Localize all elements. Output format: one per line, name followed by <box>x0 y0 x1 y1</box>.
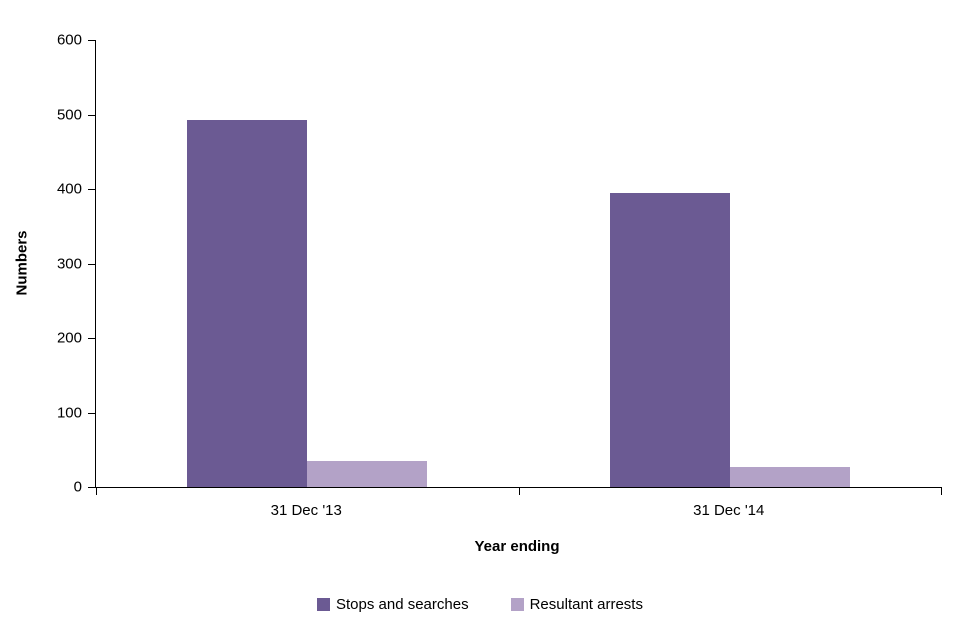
legend-item: Stops and searches <box>317 596 469 613</box>
y-tick-mark <box>88 263 96 265</box>
legend-label: Stops and searches <box>336 596 469 613</box>
chart-legend: Stops and searches Resultant arrests <box>0 596 960 613</box>
y-tick-mark <box>88 338 96 339</box>
legend-label: Resultant arrests <box>529 596 643 613</box>
x-category-label: 31 Dec '13 <box>270 502 342 519</box>
y-tick-label: 600 <box>56 31 82 49</box>
y-tick-mark <box>88 487 96 488</box>
y-tick-label: 0 <box>73 478 82 496</box>
bar-resultant-arrests-1 <box>307 460 428 487</box>
bar-resultant-arrests-2 <box>729 466 850 487</box>
legend-swatch <box>317 598 330 611</box>
x-tick-mark <box>518 487 520 495</box>
y-tick-label: 400 <box>56 180 82 198</box>
bar-stops-and-searches-2 <box>609 192 730 487</box>
legend-item: Resultant arrests <box>510 596 643 613</box>
legend-swatch <box>510 598 524 611</box>
y-tick-label: 200 <box>56 329 82 347</box>
y-tick-label: 500 <box>56 106 82 123</box>
y-axis-title: Numbers <box>13 230 31 296</box>
y-tick-label: 100 <box>56 404 82 421</box>
x-axis-title: Year ending <box>474 538 560 555</box>
x-tick-mark <box>941 487 942 495</box>
plot-area: 0 100 200 300 400 500 600 <box>57 32 942 496</box>
x-tick-mark <box>96 487 97 495</box>
x-category-label: 31 Dec '14 <box>693 502 765 519</box>
bar-stops-and-searches-1 <box>187 120 308 487</box>
y-tick-mark <box>88 412 96 414</box>
y-tick-label: 300 <box>56 255 82 272</box>
y-tick-mark <box>88 114 96 116</box>
y-tick-mark <box>88 40 96 41</box>
y-tick-mark <box>88 189 96 190</box>
